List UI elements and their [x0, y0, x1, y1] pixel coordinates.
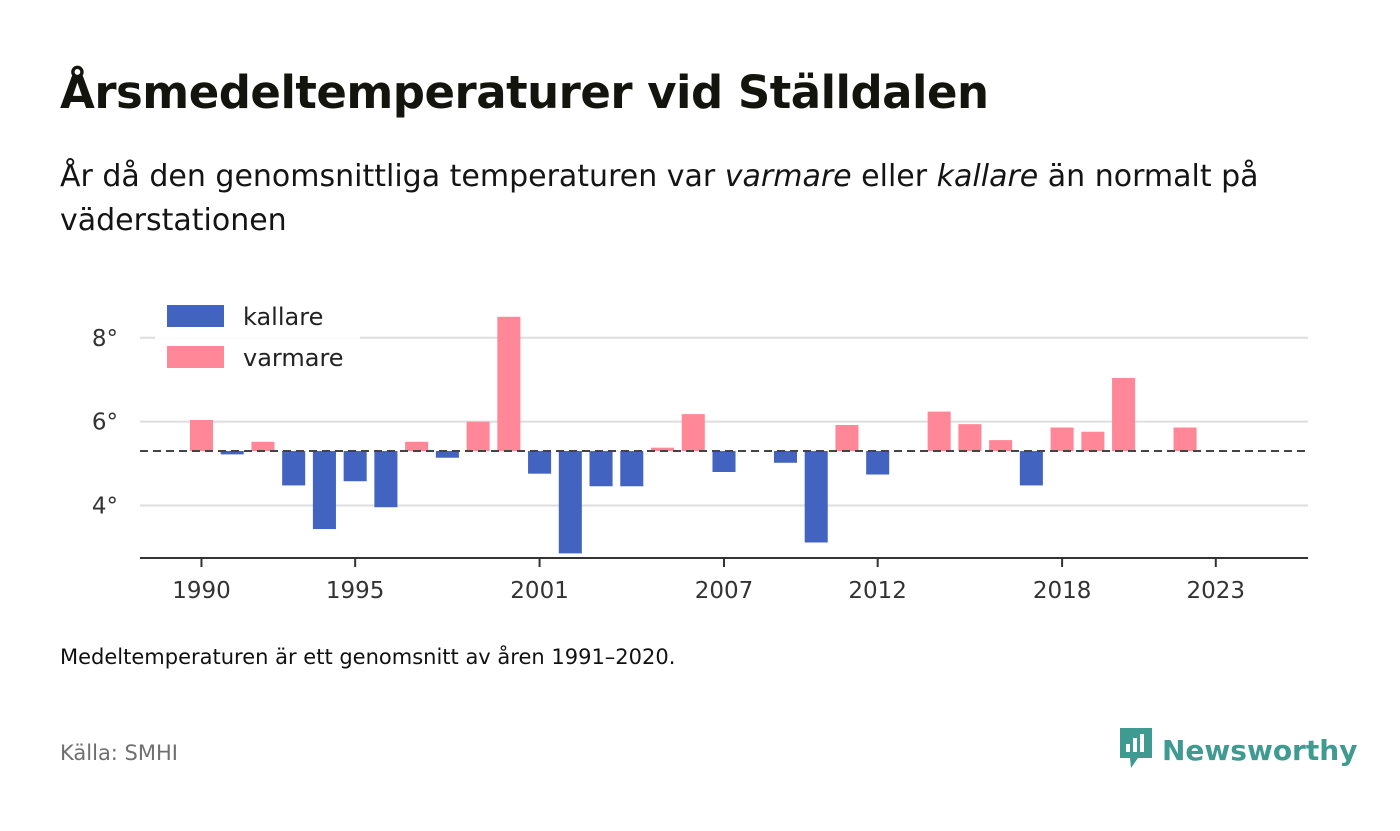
bar-kallare-1996 [374, 451, 398, 508]
x-tick-label: 1995 [326, 578, 385, 604]
bar-varmare-2018 [1050, 427, 1074, 452]
bar-varmare-2022 [1173, 427, 1197, 452]
chart-title: Årsmedeltemperaturer vid Ställdalen [60, 66, 989, 119]
bar-kallare-2007 [712, 451, 736, 472]
x-tick-label: 2018 [1033, 578, 1092, 604]
bar-kallare-2001 [528, 451, 552, 474]
bar-varmare-2005 [651, 447, 675, 452]
bar-layer [189, 316, 1197, 554]
legend-swatch-varmare [167, 346, 224, 368]
chart-subtitle: År då den genomsnittliga temperaturen va… [60, 155, 1340, 243]
bar-kallare-1993 [282, 451, 306, 486]
bar-varmare-2006 [681, 414, 705, 452]
subtitle-text-1: År då den genomsnittliga temperaturen va… [60, 159, 725, 194]
subtitle-text-3: än normalt på väderstationen [60, 159, 1259, 238]
bar-kallare-1994 [312, 451, 336, 530]
y-tick-label: 6° [92, 410, 118, 436]
bar-kallare-2009 [773, 451, 797, 463]
bar-kallare-1991 [220, 451, 244, 455]
x-tick-label: 2023 [1187, 578, 1246, 604]
newsworthy-logo: Newsworthy [1118, 726, 1357, 774]
bar-varmare-2015 [958, 424, 982, 452]
subtitle-emphasis-kallare: kallare [936, 159, 1039, 194]
source-credit: Källa: SMHI [60, 741, 178, 765]
newsworthy-logo-text: Newsworthy [1162, 733, 1358, 767]
bar-varmare-2016 [989, 440, 1013, 452]
y-tick-label: 8° [92, 326, 118, 352]
legend: kallare varmare [155, 298, 360, 380]
bar-kallare-2004 [620, 451, 644, 487]
bar-kallare-1995 [343, 451, 367, 482]
newsworthy-chart-icon [1118, 726, 1154, 774]
x-tick-label: 2007 [695, 578, 754, 604]
bar-varmare-2014 [927, 411, 951, 452]
bar-varmare-2020 [1112, 378, 1136, 452]
legend-label-varmare: varmare [243, 344, 344, 372]
bar-varmare-1990 [189, 419, 213, 452]
bar-kallare-1998 [435, 451, 459, 458]
footnote: Medeltemperaturen är ett genomsnitt av å… [60, 645, 676, 669]
bar-kallare-2017 [1019, 451, 1043, 486]
axis-layer: 4° 6° 8° 1990 1995 2001 2007 2012 2018 2023 [92, 326, 1308, 604]
x-tick-label: 1990 [172, 578, 231, 604]
x-tick-label: 2012 [848, 578, 907, 604]
bar-kallare-2012 [866, 451, 890, 475]
subtitle-text-2: eller [851, 159, 937, 194]
subtitle-emphasis-varmare: varmare [724, 159, 852, 194]
bar-kallare-2003 [589, 451, 613, 487]
bar-varmare-2011 [835, 425, 859, 452]
legend-label-kallare: kallare [243, 303, 323, 331]
legend-swatch-kallare [167, 305, 224, 327]
bar-varmare-2019 [1081, 431, 1105, 452]
bar-kallare-2002 [558, 451, 582, 554]
bar-kallare-2010 [804, 451, 828, 543]
bar-varmare-1999 [466, 421, 490, 452]
bar-varmare-2000 [497, 316, 521, 452]
y-tick-label: 4° [92, 494, 118, 520]
x-tick-label: 2001 [510, 578, 569, 604]
bar-varmare-1997 [405, 441, 429, 452]
bar-varmare-1992 [251, 441, 275, 452]
